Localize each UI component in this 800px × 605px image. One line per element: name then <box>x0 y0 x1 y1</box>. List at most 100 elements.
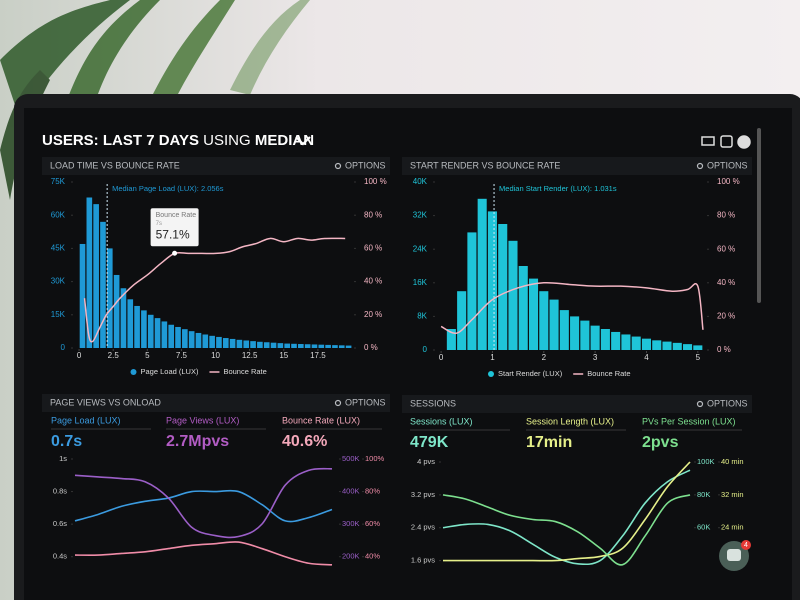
x-tick-label: 10 <box>211 351 220 360</box>
legend-label[interactable]: Bounce Rate <box>223 367 266 376</box>
chat-widget[interactable]: 4 <box>719 540 751 571</box>
options-icon[interactable] <box>696 162 704 170</box>
histogram-bar <box>693 345 703 350</box>
median-label: Median Page Load (LUX): 2.056s <box>112 184 224 193</box>
histogram-bar <box>175 326 181 348</box>
options-icon[interactable] <box>696 400 704 408</box>
export-icon[interactable] <box>720 135 733 148</box>
tooltip-x: 7s <box>156 221 162 227</box>
y-tick-label: 0.8s <box>53 487 67 496</box>
histogram-bar <box>100 221 106 348</box>
tooltip-value: 57.1% <box>156 227 190 241</box>
help-icon[interactable] <box>737 135 751 149</box>
histogram-bar <box>236 339 243 348</box>
options-icon[interactable] <box>334 162 342 170</box>
toolbar-icons <box>701 135 751 149</box>
y2-tick-label: 40 % <box>364 277 382 286</box>
histogram-bar <box>113 274 120 348</box>
kpi-label: Bounce Rate (LUX) <box>282 415 360 425</box>
histogram-bar <box>182 329 188 348</box>
y-tick-label: 40K <box>413 177 428 186</box>
header-part[interactable]: MEDIAN <box>255 132 314 149</box>
panel-header-bar <box>402 395 752 413</box>
histogram-bar <box>549 299 559 350</box>
y2-tick-label: 500K <box>342 454 360 463</box>
histogram-bar <box>518 266 528 350</box>
y2-tick-label: 0 % <box>364 343 378 352</box>
histogram-bar <box>345 345 352 348</box>
y-tick-label: 1.6 pvs <box>411 556 435 565</box>
options-button[interactable]: OPTIONS <box>707 160 748 170</box>
y-tick-label: 3.2 pvs <box>411 490 435 499</box>
histogram-bar <box>291 343 297 348</box>
bounce-rate-line <box>440 281 704 335</box>
y2-tick-label: 60 % <box>717 244 735 253</box>
options-button[interactable]: OPTIONS <box>345 397 386 407</box>
histogram-bar <box>188 331 195 348</box>
histogram-bar <box>477 198 487 350</box>
y2-tick-label: 60 % <box>364 244 382 253</box>
histogram-bar <box>304 344 311 348</box>
y-tick-label: 1s <box>59 454 67 463</box>
options-icon[interactable] <box>334 399 342 407</box>
x-tick-label: 0 <box>77 351 82 360</box>
kpi-label: PVs Per Session (LUX) <box>642 416 736 426</box>
median-label: Median Start Render (LUX): 1.031s <box>499 184 617 193</box>
y2-tick-label: 80 % <box>717 211 735 220</box>
tooltip <box>150 208 199 247</box>
y-tick-label: 60K <box>51 210 66 219</box>
dropdown-chevron[interactable] <box>295 136 311 146</box>
scrollbar[interactable] <box>757 128 761 303</box>
screen <box>24 108 792 605</box>
y2-tick-label: 100K <box>697 457 715 466</box>
histogram-bar <box>120 288 127 348</box>
y2-tick-label: 100 % <box>364 177 387 186</box>
histogram-bar <box>134 305 140 348</box>
kpi-label: Session Length (LUX) <box>526 416 614 426</box>
y3-tick-label: 32 min <box>721 490 744 499</box>
histogram-bar <box>257 341 263 348</box>
panel-title: START RENDER VS BOUNCE RATE <box>410 160 560 170</box>
x-tick-label: 7.5 <box>176 351 188 360</box>
x-tick-label: 12.5 <box>242 351 258 360</box>
series-line <box>74 467 333 539</box>
series-line <box>74 489 333 523</box>
options-button[interactable]: OPTIONS <box>345 160 386 170</box>
y2-tick-label: 0 % <box>717 345 731 354</box>
y2-tick-label: 200K <box>342 552 360 561</box>
histogram-bar <box>106 248 113 348</box>
histogram-bar <box>528 278 539 350</box>
x-tick-label: 15 <box>279 351 288 360</box>
tooltip-point <box>172 250 178 256</box>
page-header: USERS: LAST 7 DAYS USING MEDIAN <box>42 132 314 149</box>
y-tick-label: 15K <box>51 310 66 319</box>
kpi-value: 40.6% <box>282 433 327 450</box>
histogram-bar <box>216 336 222 348</box>
histogram-bar <box>508 240 518 350</box>
histogram-bar <box>222 338 229 348</box>
histogram-bar <box>318 344 325 348</box>
histogram-bar <box>631 336 641 350</box>
legend-label[interactable]: Page Load (LUX) <box>141 367 199 376</box>
monitor-icon[interactable] <box>701 136 715 146</box>
panel-header-bar <box>42 157 390 175</box>
header-part[interactable]: LAST 7 DAYS <box>103 132 199 149</box>
histogram-bar <box>277 343 284 348</box>
kpi-value: 2.7Mpvs <box>166 433 229 450</box>
y3-tick-label: 60% <box>365 519 380 528</box>
y2-tick-label: 100 % <box>717 177 740 186</box>
y-tick-label: 4 pvs <box>417 457 435 466</box>
histogram-bar <box>154 318 161 348</box>
chat-badge-count: 4 <box>744 542 748 549</box>
legend-label[interactable]: Start Render (LUX) <box>498 369 563 378</box>
y-tick-label: 45K <box>51 244 66 253</box>
y-tick-label: 24K <box>413 244 428 253</box>
y-tick-label: 0.4s <box>53 552 67 561</box>
histogram-bar <box>311 344 318 348</box>
legend-label[interactable]: Bounce Rate <box>587 369 630 378</box>
kpi-value: 0.7s <box>51 433 82 450</box>
y2-tick-label: 20 % <box>364 310 382 319</box>
histogram-bar <box>86 197 93 348</box>
options-button[interactable]: OPTIONS <box>707 398 748 408</box>
